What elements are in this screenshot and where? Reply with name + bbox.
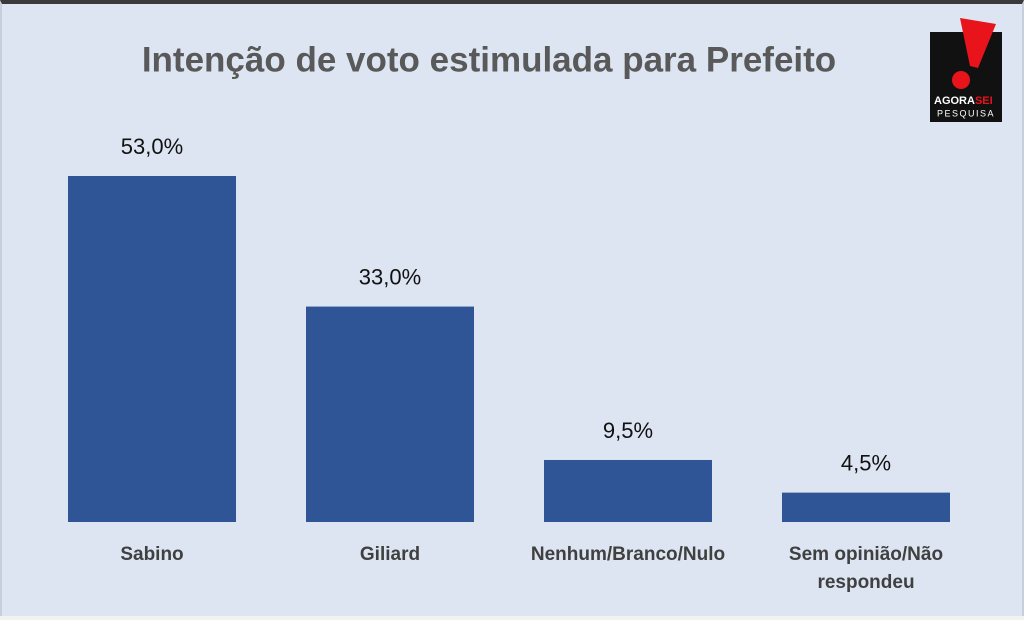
logo-mark [960, 18, 996, 68]
logo-word1: AGORA [934, 95, 975, 107]
x-tick-label: Nenhum/Branco/Nulo [530, 544, 726, 565]
value-label: 53,0% [121, 134, 183, 159]
bar [544, 459, 712, 522]
logo-dot [952, 71, 970, 89]
bar [68, 176, 236, 522]
x-tick-label: Sem opinião/Não respondeu [788, 544, 944, 593]
bar [306, 306, 474, 522]
x-tick-label: Giliard [359, 544, 421, 565]
chart-title: Intenção de voto estimulada para Prefeit… [142, 40, 836, 79]
logo-tagline: PESQUISA [937, 108, 995, 118]
bar [782, 492, 950, 522]
logo-word2: SEI [975, 95, 993, 107]
value-label: 9,5% [603, 418, 653, 443]
logo-word: AGORASEI [934, 95, 993, 107]
chart: Intenção de voto estimulada para Prefeit… [68, 18, 1002, 522]
value-label: 4,5% [841, 450, 891, 475]
x-tick-label: Sabino [120, 544, 184, 565]
value-label: 33,0% [359, 264, 421, 289]
logo: AGORASEI PESQUISA [930, 18, 1002, 122]
